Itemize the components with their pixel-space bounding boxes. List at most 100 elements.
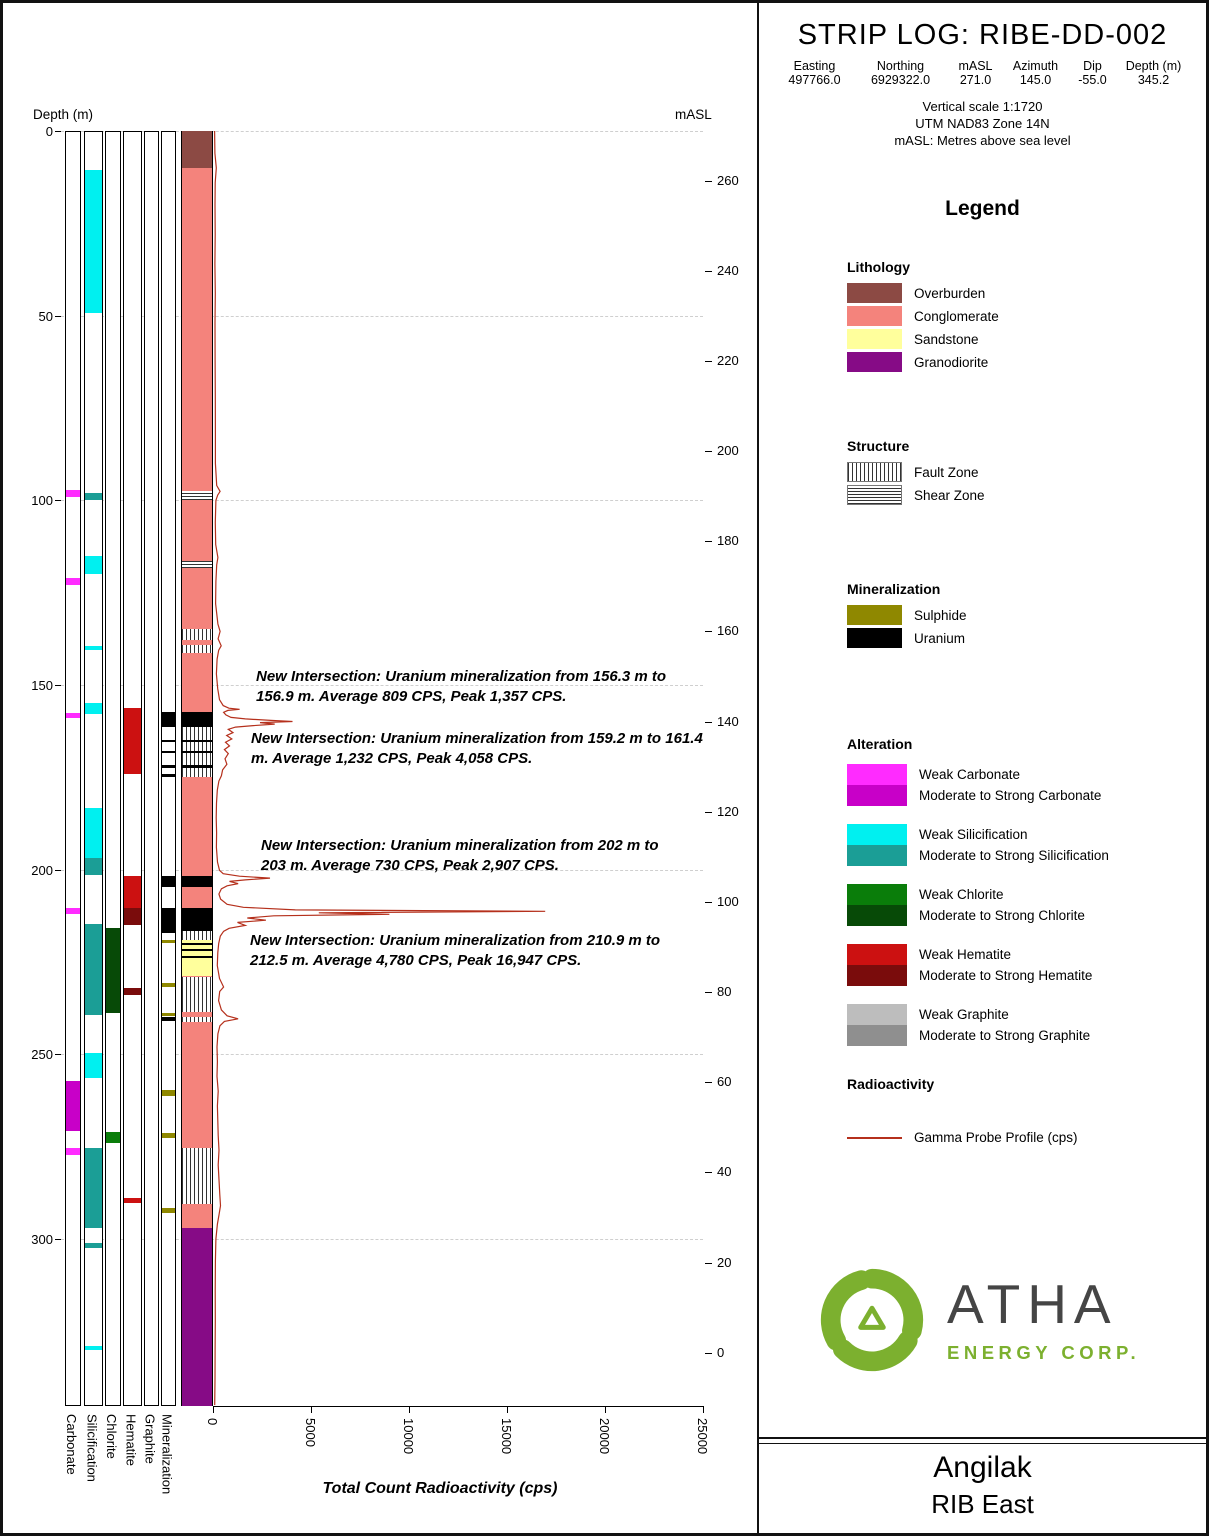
column-box-chlorite: [105, 131, 121, 1406]
silicification-interval-sil_w: [85, 808, 102, 858]
hematite-interval-hem_s: [124, 908, 141, 925]
legend-row: Shear Zone: [847, 485, 1199, 505]
title-block: Angilak RIB East: [759, 1437, 1206, 1533]
legend-row: Sandstone: [847, 329, 1199, 349]
masl-tick-label: 140: [717, 713, 739, 729]
silicification-interval-sil_w: [85, 169, 102, 314]
hematite-interval-hem_w: [124, 1198, 141, 1204]
masl-tick: [705, 1082, 712, 1084]
note-line: Vertical scale 1:1720: [922, 99, 1043, 114]
carbonate-interval-carb_w: [66, 712, 80, 719]
legend-section: Structure Fault Zone Shear Zone: [847, 438, 1199, 505]
collar-value: -55.0: [1078, 73, 1107, 87]
legend-row: Moderate to Strong Chlorite: [847, 905, 1199, 926]
depth-tick-label: 250: [31, 1047, 53, 1063]
log-title: STRIP LOG: RIBE-DD-002: [797, 19, 1168, 51]
masl-tick: [705, 811, 712, 813]
legend-label: Gamma Probe Profile (cps): [914, 1130, 1078, 1145]
company-logo: ATHA ENERGY CORP.: [813, 1261, 1203, 1379]
structure-shear: [182, 491, 212, 500]
legend-row: Weak Graphite: [847, 1004, 1199, 1025]
lithology-uranium-overlay: [182, 955, 212, 958]
mineralization-interval-uranium: [162, 712, 175, 728]
column-box-graphite: [144, 131, 159, 1406]
masl-tick-label: 240: [717, 262, 739, 278]
chlorite-interval-chl_s: [106, 927, 120, 1013]
legend-row: Weak Silicification: [847, 824, 1199, 845]
legend-section-title: Structure: [847, 438, 910, 454]
shear-pattern-swatch: [847, 485, 902, 505]
column-label-hematite: Hematite: [123, 1413, 139, 1466]
legend-label: Uranium: [914, 630, 966, 646]
legend-section-title: Radioactivity: [847, 1076, 935, 1092]
masl-tick-label: 180: [717, 533, 739, 549]
carbonate-interval-carb_w: [66, 1147, 80, 1156]
column-box-carbonate: [65, 131, 81, 1406]
mineralization-interval-sulphide: [162, 939, 175, 944]
silicification-interval-sil_s: [85, 924, 102, 1016]
atha-logo-icon: [820, 1268, 924, 1372]
legend-label: Sandstone: [914, 331, 979, 347]
gamma-tick-label: 20000: [597, 1417, 612, 1454]
legend-row: Moderate to Strong Hematite: [847, 965, 1199, 986]
legend-swatch: [847, 605, 902, 625]
depth-tick: [55, 1238, 61, 1240]
silicification-interval-sil_s: [85, 492, 102, 501]
note-line: UTM NAD83 Zone 14N: [915, 115, 1050, 131]
legend-label: Shear Zone: [914, 487, 985, 503]
lithology-uranium-overlay: [182, 765, 212, 768]
legend-swatch: [847, 628, 902, 648]
depth-axis-label: Depth (m): [33, 107, 94, 122]
mineralization-interval-uranium: [162, 875, 175, 888]
lithology-uranium-overlay: [182, 908, 212, 931]
structure-fault: [182, 628, 212, 640]
legend-label: Moderate to Strong Hematite: [919, 968, 1093, 983]
silicification-interval-sil_w: [85, 703, 102, 715]
hematite-interval-hem_w: [124, 876, 141, 909]
lithology-interval-conglomerate: [182, 167, 212, 1228]
masl-tick-label: 100: [717, 893, 739, 909]
legend-section-title: Mineralization: [847, 581, 941, 597]
legend-swatch: [847, 329, 902, 349]
lithology-uranium-overlay: [182, 875, 212, 888]
column-label-carbonate: Carbonate: [64, 1413, 79, 1475]
depth-tick-label: 100: [31, 493, 53, 509]
legend-label: Overburden: [914, 285, 986, 301]
hematite-interval-hem_w: [124, 708, 141, 774]
legend-swatch: [847, 824, 907, 845]
masl-tick-label: 80: [717, 984, 732, 1000]
legend-row: Fault Zone: [847, 462, 1199, 482]
legend-label: Moderate to Strong Silicification: [919, 848, 1109, 863]
annotation-1: New Intersection: Uranium mineralization…: [256, 668, 667, 705]
silicification-interval-sil_s: [85, 1242, 102, 1249]
depth-tick: [55, 500, 61, 502]
silicification-interval-sil_w: [85, 1345, 102, 1350]
carbonate-interval-carb_w: [66, 490, 80, 497]
collar-header: Northing: [876, 59, 925, 73]
masl-tick-label: 20: [717, 1254, 732, 1270]
legend-sections: Lithology Overburden Conglomerate Sandstone…: [847, 259, 1199, 1148]
depth-tick-label: 50: [38, 308, 53, 324]
mineralization-interval-uranium: [162, 1017, 175, 1021]
masl-tick-label: 40: [717, 1164, 732, 1180]
collar-header: mASL: [958, 59, 993, 73]
masl-tick-label: 160: [717, 623, 739, 639]
depth-tick: [55, 315, 61, 317]
annotation-3: New Intersection: Uranium mineralization…: [261, 837, 659, 874]
legend-label: Weak Hematite: [919, 947, 1012, 962]
legend-label: Conglomerate: [914, 308, 999, 324]
legend-label: Granodiorite: [914, 354, 989, 370]
masl-tick-label: 60: [717, 1074, 732, 1090]
legend-label: Moderate to Strong Chlorite: [919, 908, 1085, 923]
depth-tick: [55, 131, 61, 132]
mineralization-interval-sulphide: [162, 1090, 175, 1096]
lithology-uranium-overlay: [182, 739, 212, 742]
annotation-2: New Intersection: Uranium mineralization…: [251, 730, 703, 767]
collar-values-row: 497766.0 6929322.0 271.0 145.0 -55.0 345…: [759, 73, 1206, 87]
legend-swatch: [847, 306, 902, 326]
gamma-line-swatch: [847, 1136, 902, 1139]
gamma-tick: [703, 1405, 704, 1413]
depth-tick: [55, 869, 61, 871]
legend-row: Sulphide: [847, 605, 1199, 625]
carbonate-interval-carb_w: [66, 577, 80, 586]
